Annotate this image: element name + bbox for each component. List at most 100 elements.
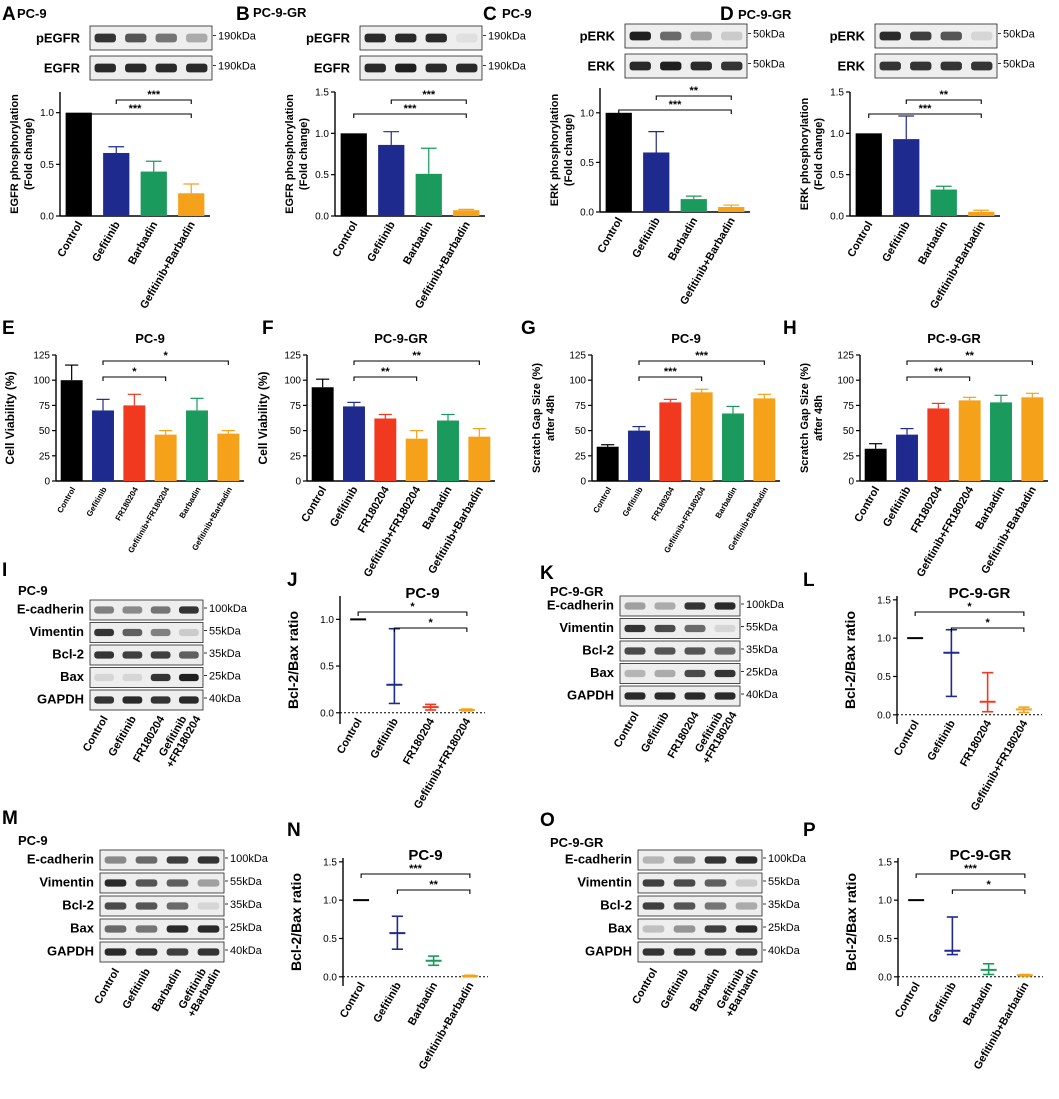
sig-label: *** bbox=[129, 103, 143, 115]
bar-0 bbox=[340, 133, 367, 216]
blot-band bbox=[166, 925, 189, 933]
bar-3 bbox=[968, 211, 995, 216]
bar-0 bbox=[864, 448, 887, 481]
y-axis-label: Scratch Gap Size (%) bbox=[799, 363, 811, 473]
blot-row-label: E-cadherin bbox=[565, 852, 632, 867]
y-axis-label: EGFR phosphorylation bbox=[284, 94, 296, 214]
blot-band bbox=[125, 33, 147, 43]
panel-letter-D: D bbox=[720, 4, 734, 25]
blot-band bbox=[624, 602, 646, 610]
x-tick-label: Control bbox=[330, 220, 360, 260]
blot-band bbox=[714, 602, 736, 610]
panel-letter-E: E bbox=[2, 318, 15, 339]
blot-band bbox=[971, 31, 993, 41]
sig-label: ** bbox=[689, 85, 698, 97]
x-tick-label: Barbadin bbox=[973, 484, 1007, 532]
sig-bracket bbox=[638, 360, 765, 365]
x-tick-label: Gefitinib+FR180204 bbox=[915, 484, 977, 579]
x-tick-label: Gefitinib bbox=[371, 980, 404, 1025]
sig-label: * bbox=[986, 879, 991, 891]
blot-title-O: PC-9-GR bbox=[550, 835, 604, 850]
blot-row-label: Vimentin bbox=[29, 624, 84, 639]
blot-band bbox=[673, 948, 696, 956]
blot-title-A: PC-9 bbox=[17, 6, 47, 21]
bar-1 bbox=[643, 152, 670, 212]
blot-band bbox=[660, 31, 682, 41]
blot-row-label: Bcl-2 bbox=[52, 647, 84, 662]
blot-title-D: PC-9-GR bbox=[738, 7, 792, 22]
x-tick-label: Barbadin bbox=[406, 980, 440, 1028]
bar-2 bbox=[927, 408, 950, 481]
y-tick-label: 75 bbox=[575, 401, 587, 412]
blot-band bbox=[178, 673, 199, 682]
blot-band bbox=[684, 647, 706, 655]
western-blot-O: E-cadherin 100kDa Vimentin 55kDa Bcl-2 35kDa B… bbox=[565, 849, 807, 1019]
bar-2 bbox=[680, 199, 707, 212]
y-tick-label: 100 bbox=[569, 376, 586, 387]
y-tick-label: 0.5 bbox=[877, 672, 891, 683]
y-tick-label: 100 bbox=[284, 376, 301, 387]
sig-label: ** bbox=[429, 879, 438, 891]
blot-band bbox=[135, 902, 158, 910]
chart-A: 0.0 0.5 1.0 EGFR phosphorylation (Fold chang… bbox=[9, 89, 210, 311]
blot-band bbox=[186, 33, 208, 43]
y-tick-label: 0.5 bbox=[40, 160, 54, 171]
x-tick-label: Control bbox=[299, 485, 329, 525]
y-tick-label: 1.0 bbox=[830, 129, 844, 140]
y-axis-label-2: (Fold change) bbox=[813, 118, 825, 190]
sig-bracket bbox=[390, 99, 467, 104]
kda-label: 55kDa bbox=[209, 626, 242, 638]
blot-frame bbox=[637, 895, 763, 917]
blot-band bbox=[735, 948, 758, 956]
kda-label: 35kDa bbox=[209, 648, 242, 660]
x-tick-label: Control bbox=[892, 718, 922, 758]
kda-label: 55kDa bbox=[746, 622, 779, 634]
kda-label: 25kDa bbox=[209, 671, 242, 683]
y-axis-label-2: after 48h bbox=[545, 395, 557, 441]
blot-row-label: pEGFR bbox=[306, 30, 351, 45]
blot-frame bbox=[619, 640, 741, 662]
sig-bracket bbox=[353, 113, 467, 118]
blot-band bbox=[654, 647, 676, 655]
bar-4 bbox=[722, 413, 744, 481]
y-axis-label: Bcl-2/Bax ratio bbox=[288, 873, 304, 971]
y-tick-label: 0.0 bbox=[830, 212, 844, 223]
sig-bracket bbox=[353, 360, 480, 365]
blot-band bbox=[654, 692, 676, 700]
x-tick-label: Barbadin bbox=[126, 219, 160, 267]
western-blot-M: E-cadherin 100kDa Vimentin 55kDa Bcl-2 35kDa B… bbox=[27, 849, 269, 1019]
blot-band bbox=[654, 624, 676, 633]
x-tick-label: Control bbox=[893, 980, 923, 1020]
sig-label: *** bbox=[919, 103, 933, 115]
chart-title: PC-9-GR bbox=[927, 331, 981, 346]
y-tick-label: 50 bbox=[39, 426, 51, 437]
blot-band bbox=[642, 856, 665, 864]
blot-lane-label: Gefitinib bbox=[120, 966, 153, 1011]
blot-frame bbox=[619, 685, 741, 707]
bar-5 bbox=[753, 398, 776, 481]
blot-row-label: E-cadherin bbox=[547, 598, 614, 613]
blot-band bbox=[629, 31, 651, 41]
blot-frame bbox=[99, 872, 225, 894]
x-tick-label: Control bbox=[55, 486, 77, 515]
blot-band bbox=[456, 33, 478, 43]
x-tick-label: Control bbox=[55, 220, 85, 260]
sig-bracket bbox=[357, 611, 468, 616]
bar-2 bbox=[140, 171, 167, 216]
y-tick-label: 125 bbox=[837, 351, 854, 362]
panel-letter-I: I bbox=[2, 560, 7, 581]
blot-band bbox=[684, 602, 706, 610]
blot-band bbox=[94, 33, 116, 43]
y-axis-label: Bcl-2/Bax ratio bbox=[842, 611, 858, 709]
y-tick-label: 0.5 bbox=[580, 158, 594, 169]
blot-band bbox=[735, 925, 758, 933]
sig-bracket bbox=[396, 889, 471, 894]
blot-band bbox=[395, 33, 417, 43]
panel-letter-O: O bbox=[540, 810, 555, 831]
panel-letter-L: L bbox=[803, 570, 815, 591]
x-tick-label: Gefitinib bbox=[925, 718, 958, 763]
x-tick-label: Barbadin bbox=[401, 219, 435, 267]
blot-frame bbox=[637, 918, 763, 940]
sig-bracket bbox=[905, 99, 982, 104]
